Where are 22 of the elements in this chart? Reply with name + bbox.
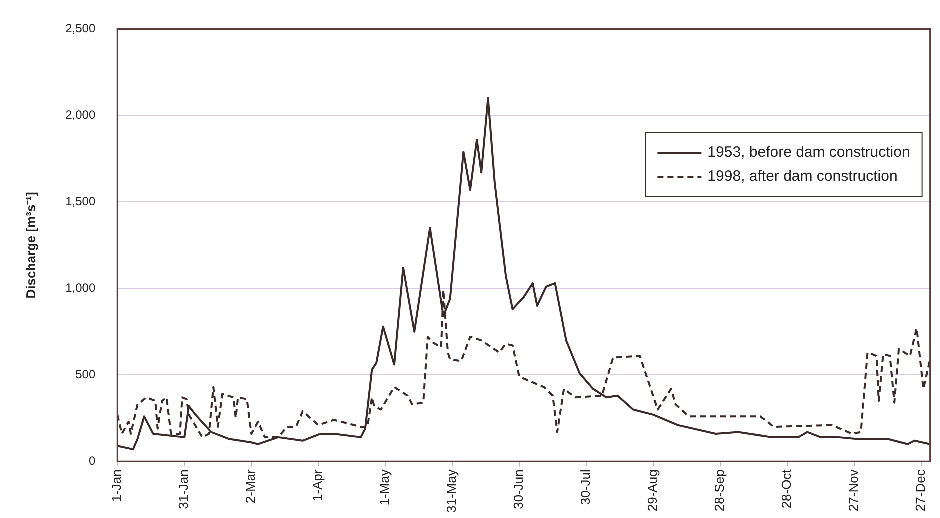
x-tick-label: 2-Mar xyxy=(243,468,258,504)
x-tick-label: 31-May xyxy=(444,469,460,514)
legend-label: 1953, before dam construction xyxy=(708,144,910,162)
x-tick-label: 1-May xyxy=(377,469,392,506)
y-tick-label: 500 xyxy=(76,367,96,382)
x-tick-label: 27-Dec xyxy=(912,469,928,512)
y-tick-label: 2,000 xyxy=(66,108,96,122)
x-tick-label: 28-Oct xyxy=(779,469,794,509)
y-axis-title: Discharge [m³s⁻¹] xyxy=(23,192,38,299)
x-tick-label: 31-Jan xyxy=(176,470,192,510)
y-tick-label: 0 xyxy=(88,454,96,468)
legend-label: 1998, after dam construction xyxy=(708,168,898,186)
x-tick-label: 27-Nov xyxy=(846,469,861,512)
y-tick-label: 2,500 xyxy=(66,22,96,36)
y-tick-label: 1,000 xyxy=(66,280,96,295)
x-tick-label: 30-Jul xyxy=(578,470,594,506)
x-tick-label: 29-Aug xyxy=(645,470,660,512)
x-tick-label: 28-Sep xyxy=(712,470,728,512)
y-tick-label: 1,500 xyxy=(66,194,96,208)
x-tick-label: 1-Jan xyxy=(109,470,124,502)
x-tick-label: 30-Jun xyxy=(511,470,526,510)
x-tick-label: 1-Apr xyxy=(310,468,326,502)
